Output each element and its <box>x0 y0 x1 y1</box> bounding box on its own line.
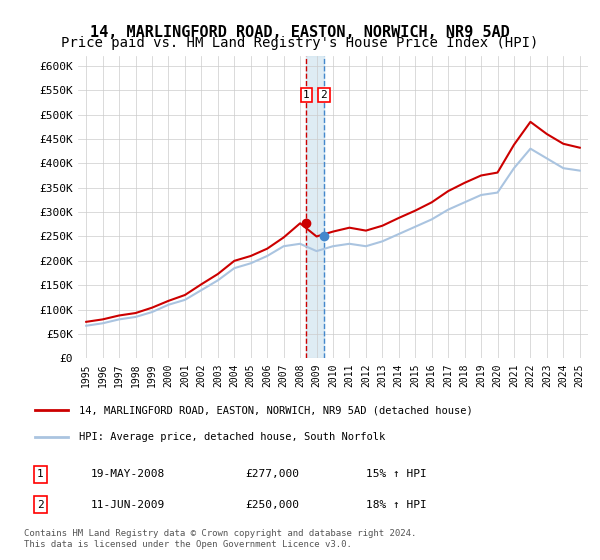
Text: 2: 2 <box>37 500 44 510</box>
Bar <box>307 56 324 358</box>
Text: 15% ↑ HPI: 15% ↑ HPI <box>366 469 427 479</box>
Text: £277,000: £277,000 <box>245 469 299 479</box>
Text: 11-JUN-2009: 11-JUN-2009 <box>90 500 164 510</box>
Text: 1: 1 <box>37 469 44 479</box>
Text: 19-MAY-2008: 19-MAY-2008 <box>90 469 164 479</box>
Text: 18% ↑ HPI: 18% ↑ HPI <box>366 500 427 510</box>
Text: 14, MARLINGFORD ROAD, EASTON, NORWICH, NR9 5AD: 14, MARLINGFORD ROAD, EASTON, NORWICH, N… <box>90 25 510 40</box>
Text: Contains HM Land Registry data © Crown copyright and database right 2024.
This d: Contains HM Land Registry data © Crown c… <box>24 529 416 549</box>
Text: £250,000: £250,000 <box>245 500 299 510</box>
Text: 1: 1 <box>303 90 310 100</box>
Text: Price paid vs. HM Land Registry's House Price Index (HPI): Price paid vs. HM Land Registry's House … <box>61 36 539 50</box>
Text: 14, MARLINGFORD ROAD, EASTON, NORWICH, NR9 5AD (detached house): 14, MARLINGFORD ROAD, EASTON, NORWICH, N… <box>79 405 473 416</box>
Text: 2: 2 <box>320 90 328 100</box>
Text: HPI: Average price, detached house, South Norfolk: HPI: Average price, detached house, Sout… <box>79 432 385 442</box>
